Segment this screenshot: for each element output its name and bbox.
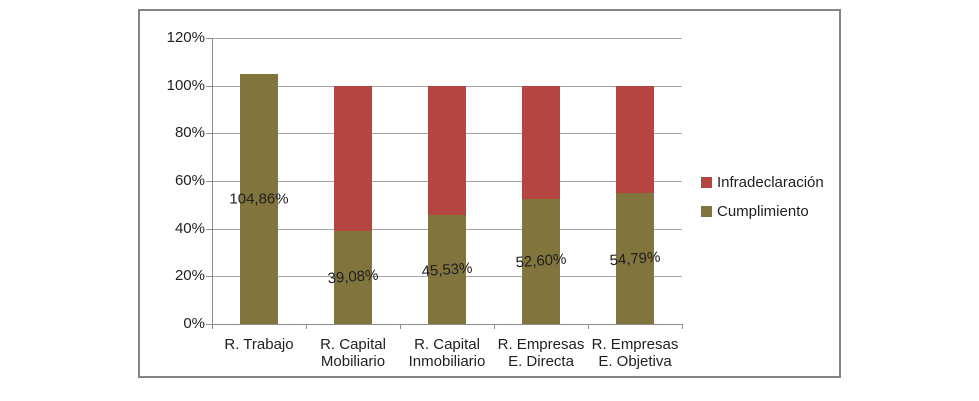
category-label: R. Empresas E. Directa xyxy=(494,336,588,370)
category-label-line: R. Trabajo xyxy=(224,336,294,353)
bar-segment-cumplimiento xyxy=(522,198,560,324)
category-label: R. Trabajo xyxy=(212,336,306,353)
category-label: R. Capital Mobiliario xyxy=(306,336,400,370)
bar-segment-infradeclaracion xyxy=(522,85,560,199)
chart-frame: 120% 100% 80% 60% 40% 20% 0% 104,86% R. Trabajo 3… xyxy=(138,9,841,378)
bar-segment-cumplimiento xyxy=(334,230,372,324)
category-label-line: E. Directa xyxy=(508,353,574,370)
y-axis-label: 60% xyxy=(174,172,205,189)
category-label-line: R. Capital xyxy=(320,336,386,353)
category-label-line: R. Empresas xyxy=(497,336,585,353)
y-axis-label: 120% xyxy=(166,29,205,46)
x-tick xyxy=(682,324,683,329)
y-tick xyxy=(206,85,212,87)
bar-segment-infradeclaracion xyxy=(616,85,654,194)
x-tick xyxy=(494,324,495,329)
gridline xyxy=(212,38,682,39)
y-axis-label: 40% xyxy=(174,219,205,237)
category-label-line: Inmobiliario xyxy=(408,353,486,370)
y-tick xyxy=(206,228,212,230)
legend-swatch xyxy=(701,177,712,188)
y-tick xyxy=(206,181,212,182)
y-tick xyxy=(206,38,212,39)
bar-segment-cumplimiento xyxy=(240,74,278,324)
y-axis-label: 0% xyxy=(183,315,205,332)
bar-segment-cumplimiento xyxy=(428,215,466,324)
category-label-line: R. Capital xyxy=(414,336,480,353)
x-tick xyxy=(400,324,401,329)
x-tick xyxy=(588,324,589,329)
legend-entry: Infradeclaración xyxy=(701,174,824,191)
x-axis xyxy=(212,324,683,325)
bar-segment-infradeclaracion xyxy=(428,85,466,216)
y-axis-label: 100% xyxy=(166,76,205,94)
y-tick xyxy=(206,324,212,325)
bar-data-label: 54,79% xyxy=(609,248,661,269)
y-axis-label: 20% xyxy=(174,267,205,285)
category-label: R. Empresas E. Objetiva xyxy=(588,336,682,370)
x-tick xyxy=(212,324,213,329)
bar-data-label: 104,86% xyxy=(229,190,289,208)
bar-segment-cumplimiento xyxy=(616,193,654,324)
category-label: R. Capital Inmobiliario xyxy=(400,336,494,370)
legend-swatch xyxy=(701,206,712,217)
y-tick xyxy=(206,276,212,278)
bar-data-label: 45,53% xyxy=(421,259,473,280)
legend-label: Cumplimiento xyxy=(717,203,809,220)
y-axis xyxy=(212,38,213,324)
category-label-line: R. Empresas xyxy=(591,336,679,353)
x-tick xyxy=(306,324,307,329)
y-axis-label: 80% xyxy=(174,124,205,142)
category-label-line: Mobiliario xyxy=(320,353,386,370)
legend-entry: Cumplimiento xyxy=(701,203,809,220)
bar-segment-infradeclaracion xyxy=(334,85,372,231)
category-label-line: E. Objetiva xyxy=(598,353,672,370)
y-tick xyxy=(206,133,212,135)
legend-label: Infradeclaración xyxy=(717,174,824,191)
